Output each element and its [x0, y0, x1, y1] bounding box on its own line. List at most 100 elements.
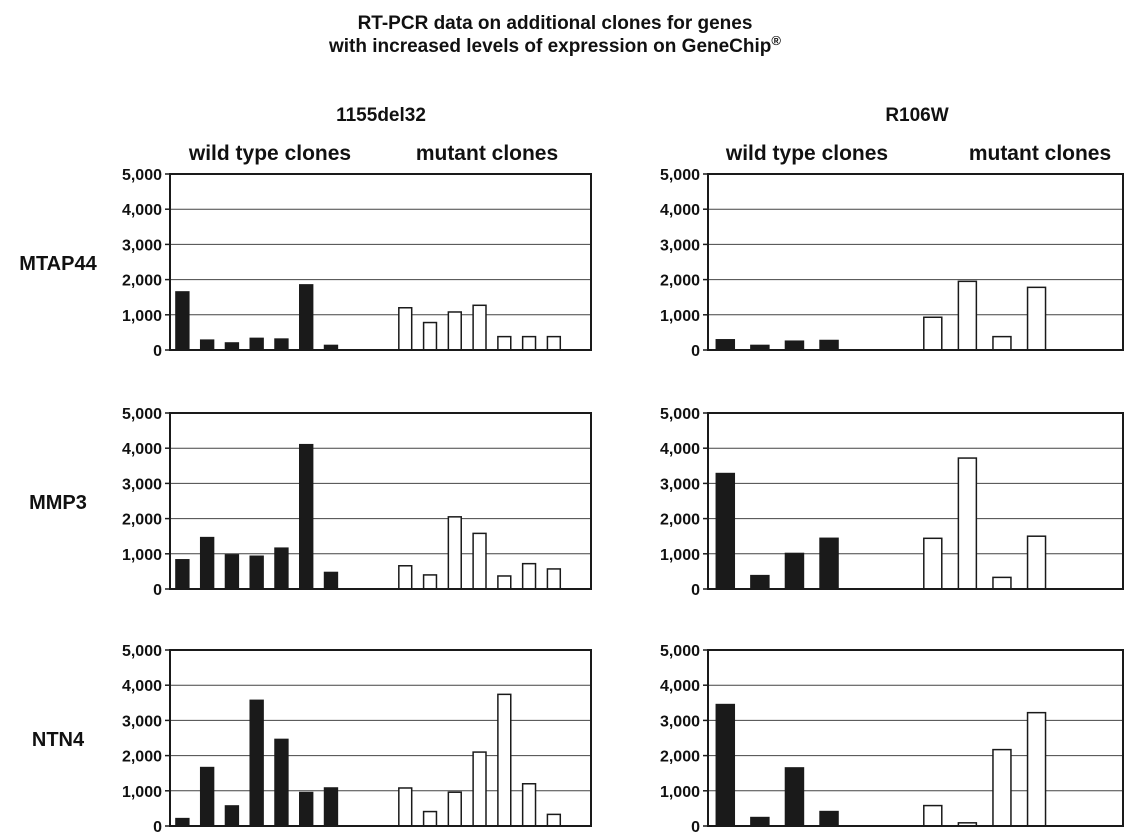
wild-type-bar: [224, 805, 240, 827]
y-tick-label: 1,000: [122, 547, 162, 564]
plot-frame: [169, 649, 592, 827]
mutant-bar: [957, 457, 978, 590]
wild-type-bar: [274, 547, 289, 590]
y-tick-label: 1,000: [660, 308, 700, 325]
wild-type-bar: [274, 338, 289, 351]
y-tick-label: 5,000: [122, 167, 162, 184]
mutant-bar: [422, 574, 438, 590]
group-label-mutant-left: mutant clones: [416, 142, 558, 165]
chart-NTN4-1155del32: 0 1,000 2,000 3,000 4,000 5,000: [122, 643, 592, 835]
chart-MTAP44-R106W: 0 1,000 2,000 3,000 4,000 5,000: [660, 167, 1124, 360]
y-tick-label: 4,000: [660, 678, 700, 695]
y-tick-label: 0: [153, 343, 162, 360]
chart-MTAP44-1155del32: 0 1,000 2,000 3,000 4,000 5,000: [122, 167, 592, 360]
chart-title-line-2-text: with increased levels of expression on G…: [328, 36, 771, 57]
mutant-bar: [398, 565, 413, 590]
wild-type-bar: [299, 443, 314, 590]
y-tick-label: 2,000: [660, 749, 700, 766]
y-tick-label: 2,000: [660, 273, 700, 290]
group-label-wild-type-right: wild type clones: [725, 142, 888, 165]
wild-type-bar: [299, 791, 314, 827]
chart-MMP3-1155del32: 0 1,000 2,000 3,000 4,000 5,000: [122, 406, 592, 599]
row-label-MTAP44: MTAP44: [19, 253, 97, 275]
wild-type-bar: [784, 767, 805, 827]
group-label-wild-type-left: wild type clones: [188, 142, 351, 165]
mutant-bar: [923, 804, 943, 827]
wild-type-bar: [323, 571, 339, 590]
wild-type-bar: [323, 787, 339, 827]
wild-type-bar: [199, 766, 215, 827]
wild-type-bar: [715, 339, 736, 351]
mutant-bar: [398, 307, 413, 351]
wild-type-bar: [249, 555, 264, 590]
mutant-bar: [472, 751, 487, 827]
y-tick-label: 4,000: [660, 441, 700, 458]
wild-type-bar: [819, 810, 839, 827]
mutant-bar: [497, 693, 512, 827]
wild-type-bar: [715, 472, 736, 590]
plot-frame: [169, 173, 592, 351]
mutant-bar: [472, 304, 487, 351]
y-tick-label: 5,000: [122, 406, 162, 423]
wild-type-bar: [715, 703, 736, 827]
mutant-bar: [992, 576, 1012, 590]
registered-mark: ®: [771, 33, 781, 48]
wild-type-bar: [224, 554, 240, 590]
chart-title-line-1: RT-PCR data on additional clones for gen…: [358, 13, 753, 34]
y-tick-label: 2,000: [122, 273, 162, 290]
plot-frame: [169, 412, 592, 590]
y-tick-label: 0: [691, 582, 700, 599]
mutant-bar: [1026, 286, 1047, 351]
y-tick-label: 2,000: [122, 512, 162, 529]
chart-panels: 0 1,000 2,000 3,000 4,000 5,000 0 1,000 2,000 3,0…: [122, 167, 1124, 835]
wild-type-bar: [750, 816, 770, 827]
y-tick-label: 4,000: [122, 678, 162, 695]
mutant-bar: [422, 810, 438, 827]
mutant-bar: [398, 787, 413, 827]
mutant-bar: [546, 813, 562, 827]
mutant-bar: [546, 568, 562, 590]
y-tick-label: 1,000: [660, 547, 700, 564]
y-tick-label: 2,000: [660, 512, 700, 529]
y-tick-label: 1,000: [660, 784, 700, 801]
y-tick-label: 4,000: [122, 441, 162, 458]
y-tick-label: 3,000: [660, 713, 700, 730]
y-tick-label: 3,000: [660, 476, 700, 493]
wild-type-bar: [175, 559, 190, 590]
row-label-MMP3: MMP3: [29, 492, 87, 514]
y-tick-label: 3,000: [660, 237, 700, 254]
plot-frame: [707, 649, 1124, 827]
y-tick-label: 3,000: [122, 713, 162, 730]
mutant-bar: [447, 516, 462, 590]
y-tick-label: 2,000: [122, 749, 162, 766]
wild-type-bar: [274, 738, 289, 827]
wild-type-bar: [784, 552, 805, 590]
y-tick-label: 0: [153, 582, 162, 599]
wild-type-bar: [750, 574, 770, 590]
y-tick-label: 0: [691, 819, 700, 835]
wild-type-bar: [249, 337, 264, 351]
y-tick-label: 3,000: [122, 476, 162, 493]
mutant-bar: [992, 748, 1012, 827]
y-tick-label: 3,000: [122, 237, 162, 254]
mutant-bar: [497, 335, 512, 351]
mutant-bar: [957, 280, 978, 351]
wild-type-bar: [819, 339, 839, 351]
wild-type-bar: [199, 339, 215, 351]
wild-type-bar: [224, 342, 240, 351]
mutant-bar: [497, 575, 512, 590]
y-tick-label: 4,000: [660, 202, 700, 219]
mutant-bar: [422, 321, 438, 351]
mutant-bar: [1026, 711, 1047, 827]
wild-type-bar: [175, 291, 190, 351]
y-tick-label: 1,000: [122, 784, 162, 801]
mutant-bar: [521, 783, 537, 827]
mutant-bar: [923, 316, 943, 351]
column-title-R106W: R106W: [885, 105, 948, 126]
chart-NTN4-R106W: 0 1,000 2,000 3,000 4,000 5,000: [660, 643, 1124, 835]
mutant-bar: [992, 335, 1012, 351]
wild-type-bar: [299, 284, 314, 351]
wild-type-bar: [819, 537, 839, 590]
y-tick-label: 5,000: [660, 406, 700, 423]
mutant-bar: [521, 335, 537, 351]
